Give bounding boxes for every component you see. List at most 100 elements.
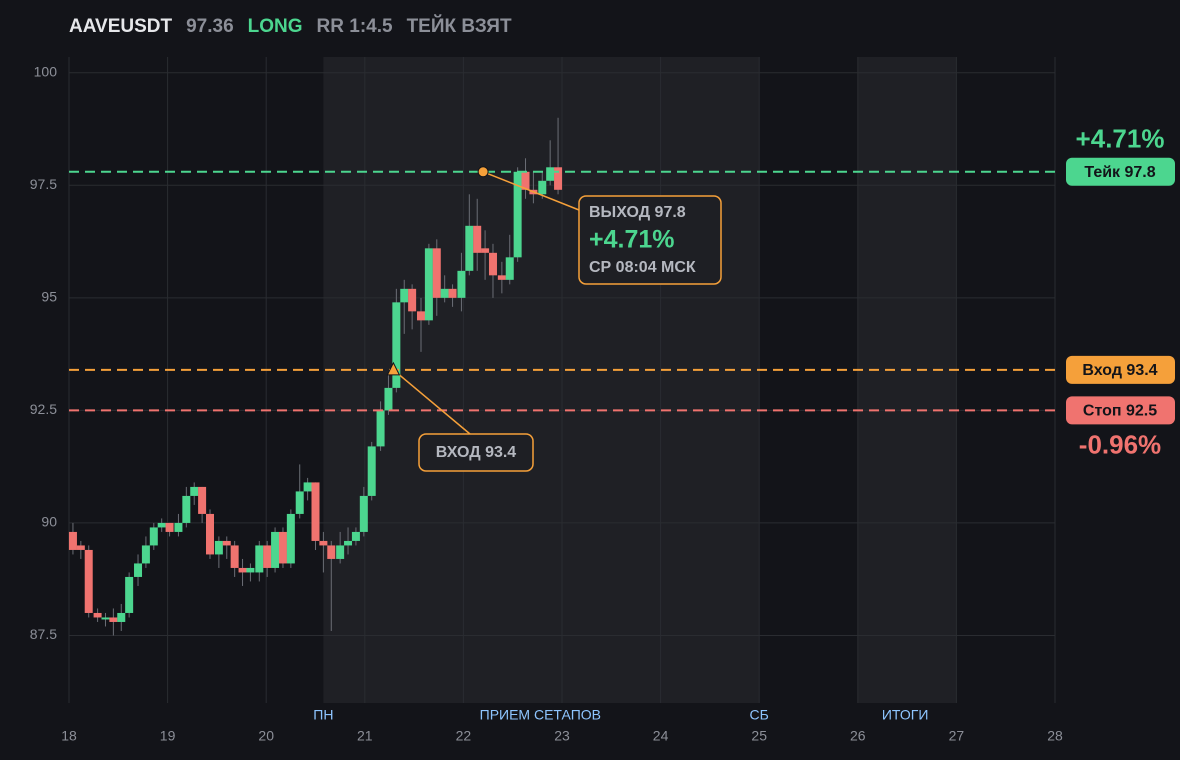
x-tick-label: 21 bbox=[357, 728, 373, 744]
candle-body bbox=[255, 545, 264, 573]
candle-body bbox=[230, 545, 239, 568]
exit-pct: +4.71% bbox=[589, 226, 675, 254]
candle-body bbox=[222, 540, 231, 546]
status: ТЕЙК ВЗЯТ bbox=[406, 16, 512, 37]
candle-body bbox=[101, 617, 110, 620]
x-tick-label: 23 bbox=[554, 728, 570, 744]
candle-body bbox=[311, 482, 320, 541]
x-tick-label: 27 bbox=[949, 728, 965, 744]
level-badge bbox=[1066, 355, 1175, 384]
region-label: ПРИЕМ СЕТАПОВ bbox=[480, 707, 601, 723]
region-label: ИТОГИ bbox=[882, 707, 929, 723]
candle-body bbox=[505, 257, 514, 280]
x-tick-label: 20 bbox=[258, 728, 274, 744]
x-tick-label: 18 bbox=[61, 728, 77, 744]
candle-body bbox=[417, 311, 426, 321]
y-tick-label: 87.5 bbox=[30, 626, 57, 642]
candle-body bbox=[432, 248, 441, 298]
candle-body bbox=[497, 275, 506, 280]
candle-body bbox=[327, 545, 336, 559]
candle-body bbox=[546, 167, 555, 181]
x-tick-label: 28 bbox=[1047, 728, 1063, 744]
candle-body bbox=[295, 491, 304, 514]
candle-body bbox=[384, 387, 393, 411]
x-tick-label: 24 bbox=[653, 728, 669, 744]
candle-body bbox=[400, 288, 409, 303]
level-label: Вход 93.4 bbox=[1082, 362, 1157, 379]
candle-body bbox=[376, 410, 385, 447]
y-tick-label: 92.5 bbox=[30, 401, 57, 417]
x-tick-label: 22 bbox=[456, 728, 472, 744]
exit-label: ВЫХОД 97.8 bbox=[589, 204, 686, 221]
candle-body bbox=[359, 495, 368, 532]
candle-body bbox=[68, 531, 77, 550]
session-region bbox=[857, 57, 957, 703]
candle-body bbox=[336, 545, 345, 559]
candle-body bbox=[238, 567, 247, 573]
candle-body bbox=[271, 531, 280, 568]
region-label: СБ bbox=[750, 707, 769, 723]
candle-body bbox=[109, 617, 118, 622]
y-tick-label: 90 bbox=[41, 514, 57, 530]
candle-body bbox=[246, 567, 255, 573]
candle-body bbox=[473, 225, 482, 253]
exit-time: СР 08:04 МСК bbox=[589, 259, 696, 276]
candle-body bbox=[554, 167, 563, 190]
candle-body bbox=[263, 545, 272, 568]
candle-body bbox=[424, 248, 433, 321]
x-tick-label: 25 bbox=[751, 728, 767, 744]
candle-body bbox=[182, 495, 191, 523]
candle-body bbox=[303, 482, 312, 492]
candle-body bbox=[165, 522, 174, 532]
entry-connector bbox=[392, 369, 471, 435]
y-tick-label: 100 bbox=[34, 63, 58, 79]
exit-callout bbox=[578, 195, 722, 285]
x-tick-label: 26 bbox=[850, 728, 866, 744]
candle-body bbox=[149, 527, 158, 546]
candle-body bbox=[319, 540, 328, 546]
candle-body bbox=[513, 171, 522, 258]
rr: RR 1:4.5 bbox=[316, 16, 393, 37]
candle-body bbox=[190, 486, 199, 496]
level-pct: +4.71% bbox=[1076, 124, 1165, 154]
candle-body bbox=[205, 513, 214, 555]
candle-body bbox=[157, 522, 166, 528]
candle-body bbox=[481, 248, 490, 253]
entry-callout bbox=[418, 433, 534, 472]
candle-body bbox=[344, 540, 353, 546]
exit-marker bbox=[477, 166, 489, 178]
candle-body bbox=[408, 288, 417, 312]
level-pct: -0.96% bbox=[1079, 429, 1161, 459]
candle-body bbox=[367, 446, 376, 496]
price: 97.36 bbox=[186, 16, 234, 37]
candle-body bbox=[286, 513, 295, 564]
y-tick-label: 97.5 bbox=[30, 176, 57, 192]
candle-body bbox=[457, 270, 466, 298]
candle-body bbox=[174, 522, 183, 532]
candle-body bbox=[351, 531, 360, 541]
y-tick-label: 95 bbox=[41, 289, 57, 305]
candle-body bbox=[84, 549, 93, 613]
exit-connector bbox=[482, 171, 580, 211]
side: LONG bbox=[247, 16, 303, 37]
candle-body bbox=[76, 545, 85, 550]
candle-body bbox=[465, 225, 474, 271]
entry-marker bbox=[386, 361, 401, 376]
candle-body bbox=[125, 576, 134, 613]
candle-body bbox=[440, 288, 449, 298]
candle-body bbox=[134, 563, 143, 577]
candle-body bbox=[278, 531, 287, 564]
symbol: AAVEUSDT bbox=[69, 16, 173, 37]
candle-body bbox=[521, 171, 530, 190]
header: AAVEUSDT 97.36 LONG RR 1:4.5 ТЕЙК ВЗЯТ bbox=[69, 16, 512, 38]
candle-body bbox=[93, 612, 102, 618]
level-label: Тейк 97.8 bbox=[1084, 164, 1155, 181]
x-tick-label: 19 bbox=[160, 728, 176, 744]
candle-body bbox=[198, 486, 207, 514]
level-badge bbox=[1066, 157, 1175, 186]
level-label: Стоп 92.5 bbox=[1083, 403, 1157, 420]
candle-body bbox=[488, 252, 497, 276]
region-label: ПН bbox=[313, 707, 333, 723]
candle-body bbox=[538, 180, 547, 195]
